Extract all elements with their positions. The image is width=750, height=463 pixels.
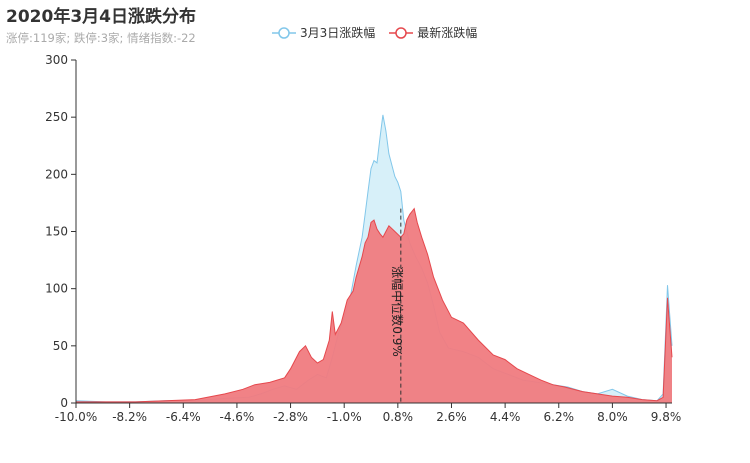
x-tick-label: 8.0% [597,410,628,424]
legend-label-latest: 最新涨跌幅 [417,26,478,40]
legend-item-latest[interactable]: 最新涨跌幅 [389,24,477,41]
x-tick-label: 2.6% [436,410,467,424]
page-title: 2020年3月4日涨跌分布 [6,7,196,27]
x-tick-label: -4.6% [220,410,255,424]
x-tick-label: -6.4% [166,410,201,424]
series-latest-area [76,208,672,403]
median-label: 涨幅中位数0.9% [390,266,405,357]
legend-item-prev[interactable]: 3月3日涨跌幅 [272,24,375,41]
legend: 3月3日涨跌幅 最新涨跌幅 [272,24,477,41]
legend-marker-latest [389,26,414,39]
chart-subtitle: 涨停:119家; 跌停:3家; 情绪指数:-22 [6,31,196,45]
y-tick-label: 0 [60,396,68,410]
y-tick-label: 200 [45,167,68,181]
x-tick-label: -1.0% [327,410,362,424]
x-tick-label: 6.2% [544,410,575,424]
legend-label-prev: 3月3日涨跌幅 [300,26,376,40]
legend-marker-prev [272,26,296,39]
y-tick-label: 250 [45,110,68,124]
x-tick-label: 0.8% [383,410,414,424]
y-tick-label: 100 [45,282,68,296]
x-tick-label: -2.8% [273,410,308,424]
x-tick-label: -10.0% [55,410,97,424]
y-tick-label: 150 [45,225,68,239]
y-tick-label: 300 [45,53,68,67]
y-tick-label: 50 [53,339,68,353]
x-tick-label: -8.2% [112,410,147,424]
x-tick-label: 4.4% [490,410,521,424]
x-tick-label: 9.8% [651,410,682,424]
series-latest-line [76,207,673,403]
